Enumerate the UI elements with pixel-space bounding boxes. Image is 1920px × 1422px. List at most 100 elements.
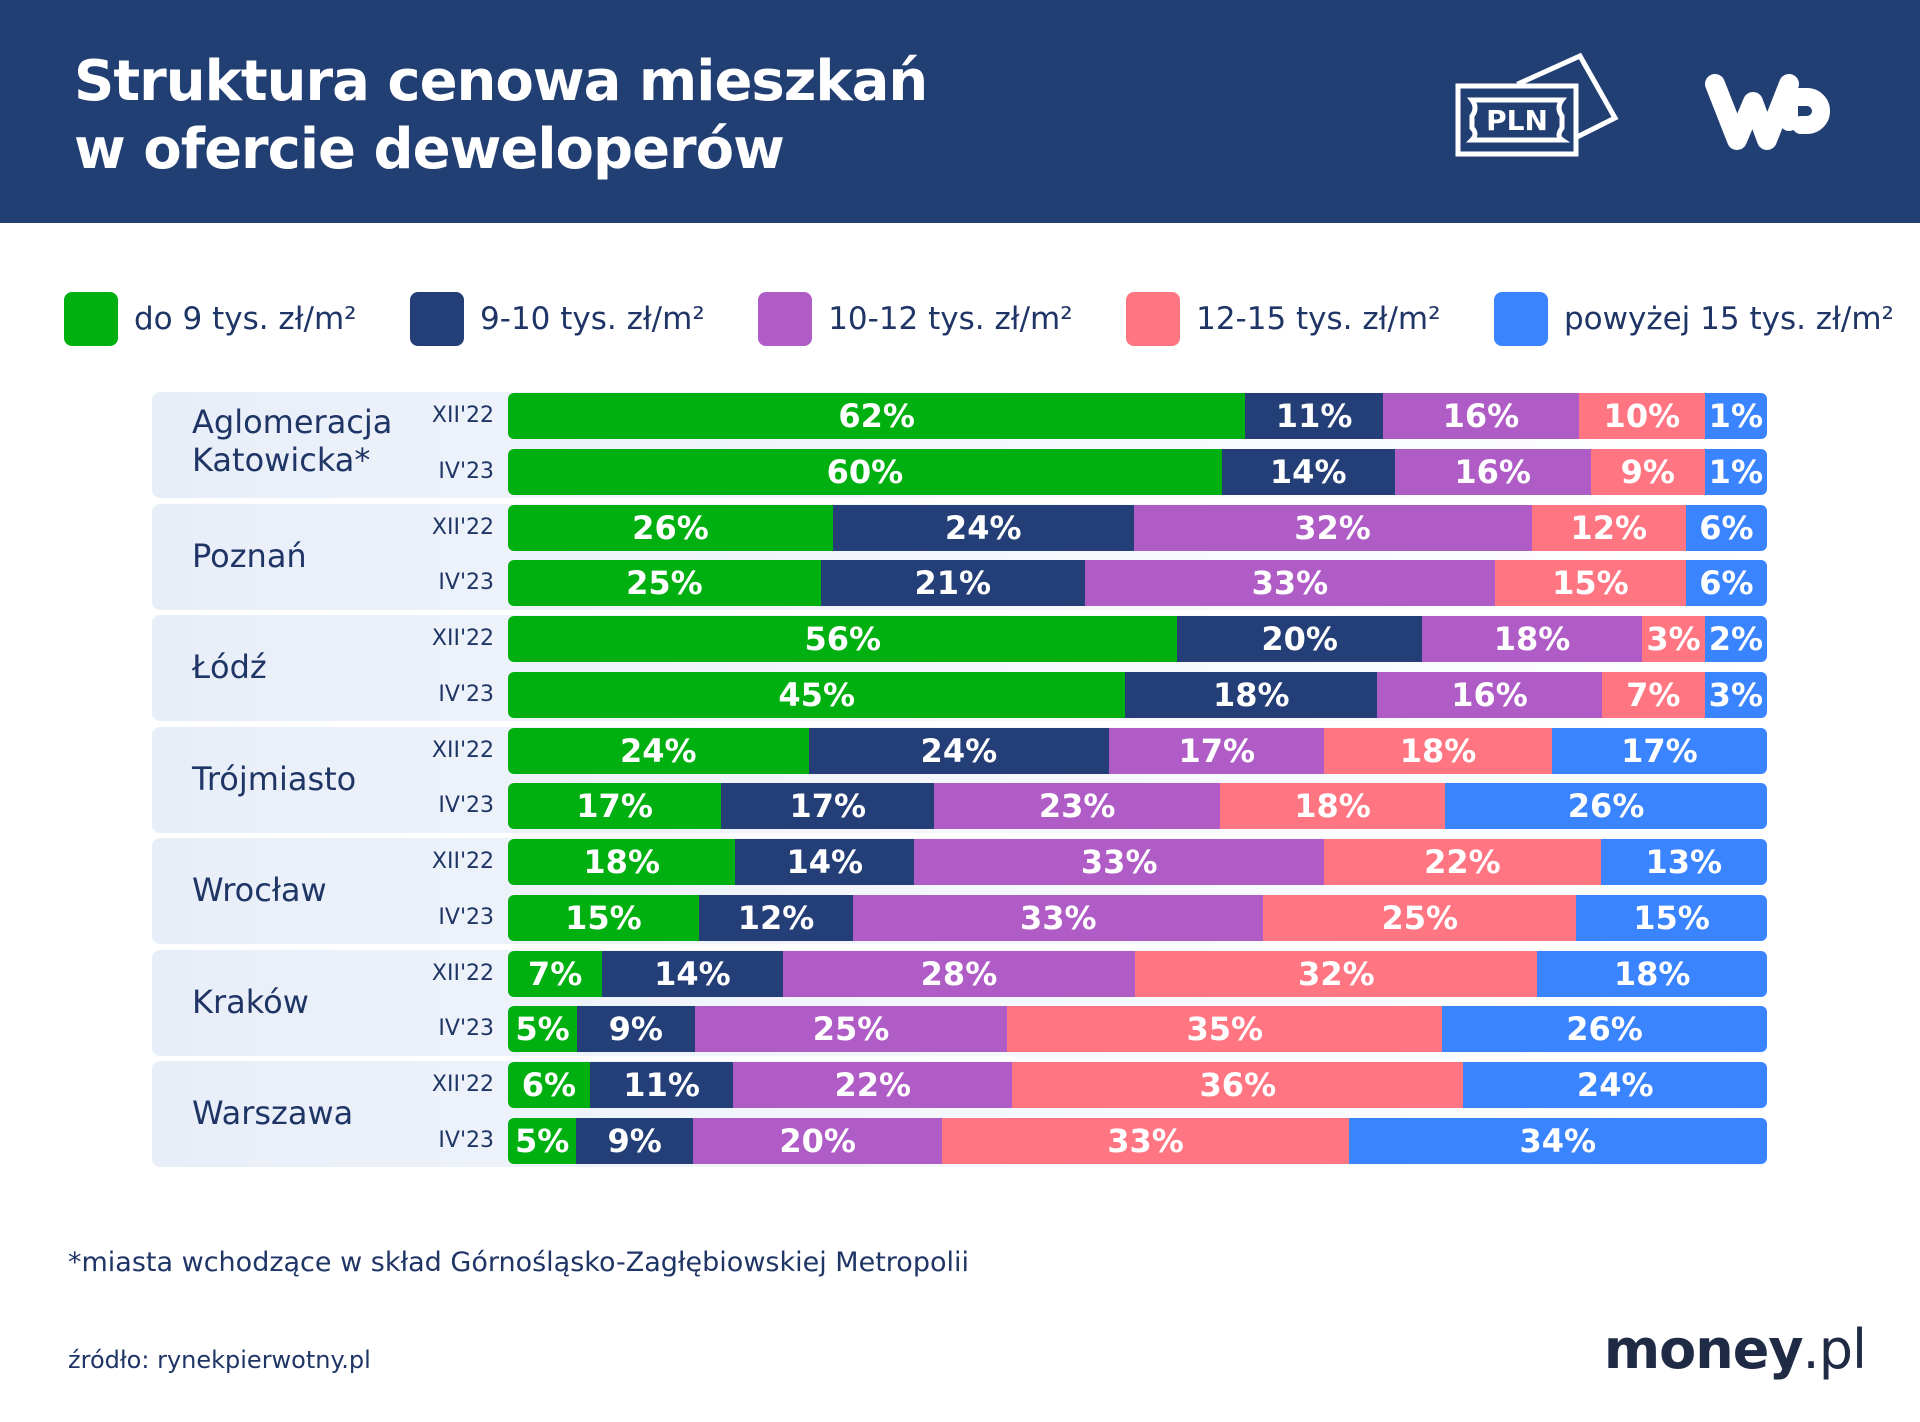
bar-segment-4: 7% (1601, 671, 1705, 718)
period-label: IV'23 (438, 570, 494, 596)
stacked-bar: 24% 24% 17% 18% 17% (508, 727, 1767, 774)
stacked-bar: 15% 12% 33% 25% 15% (508, 894, 1767, 941)
stacked-bar: 25% 21% 33% 15% 6% (508, 560, 1767, 607)
bar-segment-5: 17% (1551, 727, 1767, 774)
bar-segment-3: 18% (1421, 616, 1643, 662)
bar-segment-1: 17% (508, 783, 722, 830)
legend-swatch (758, 292, 813, 346)
money-pl-logo: money.pl (1603, 1318, 1867, 1381)
bar-segment-5: 6% (1685, 560, 1767, 607)
bar-segment-3: 20% (692, 1117, 943, 1164)
bar-segment-4: 18% (1219, 783, 1446, 830)
bar-segment-1: 25% (508, 560, 821, 607)
bar-segment-2: 20% (1177, 616, 1422, 662)
bar-segment-2: 24% (808, 727, 1110, 774)
banknote-icon: PLN (1455, 52, 1619, 157)
bar-segment-5: 26% (1445, 783, 1767, 830)
source-label: źródło: rynekpierwotny.pl (68, 1346, 371, 1374)
city-label: Kraków (192, 982, 309, 1021)
legend-item: powyżej 15 tys. zł/m² (1493, 292, 1894, 346)
page-title: Struktura cenowa mieszkań w ofercie dewe… (74, 48, 928, 184)
bar-segment-5: 1% (1704, 448, 1767, 495)
bar-segment-4: 36% (1012, 1062, 1464, 1108)
bar-segment-2: 11% (1245, 393, 1383, 439)
wp-logo (1705, 74, 1830, 150)
title-line-2: w ofercie deweloperów (74, 117, 785, 182)
bar-segment-4: 12% (1531, 504, 1686, 551)
stacked-bar: 18% 14% 33% 22% 13% (508, 839, 1767, 885)
bar-segment-4: 9% (1590, 448, 1705, 495)
bar-segment-3: 32% (1133, 504, 1532, 551)
bar-segment-3: 28% (782, 950, 1136, 997)
legend-item: 9-10 tys. zł/m² (410, 292, 705, 346)
bar-segment-5: 15% (1576, 894, 1767, 941)
bar-segment-3: 23% (934, 783, 1220, 830)
header: Struktura cenowa mieszkań w ofercie dewe… (0, 0, 1920, 223)
period-label: XII'22 (431, 626, 494, 651)
bar-segment-2: 9% (576, 1117, 693, 1164)
period-label: IV'23 (438, 793, 494, 819)
bar-segment-5: 26% (1442, 1006, 1767, 1053)
period-label: XII'22 (431, 1072, 494, 1097)
bar-segment-1: 45% (508, 671, 1126, 718)
stacked-bar: 5% 9% 25% 35% 26% (508, 1006, 1767, 1053)
legend-item: 12-15 tys. zł/m² (1126, 292, 1441, 346)
period-label: XII'22 (431, 403, 494, 428)
bar-segment-2: 21% (820, 560, 1085, 607)
bar-segment-3: 33% (914, 839, 1325, 885)
legend-label: powyżej 15 tys. zł/m² (1563, 301, 1894, 337)
legend-swatch (1126, 292, 1181, 346)
title-line-1: Struktura cenowa mieszkań (74, 49, 928, 114)
legend-label: 9-10 tys. zł/m² (480, 301, 705, 337)
brand-name: money (1603, 1318, 1804, 1381)
period-label: XII'22 (431, 849, 494, 874)
bar-segment-5: 13% (1600, 839, 1767, 885)
bar-segment-4: 32% (1135, 950, 1538, 997)
bar-segment-1: 7% (508, 950, 603, 997)
bar-segment-3: 22% (733, 1062, 1013, 1108)
bar-segment-1: 5% (508, 1006, 577, 1053)
city-label: Łódź (192, 648, 267, 686)
bar-segment-1: 5% (508, 1117, 577, 1164)
legend: do 9 tys. zł/m² 9-10 tys. zł/m² 10-12 tys.… (64, 292, 1894, 346)
legend-swatch (410, 292, 465, 346)
bar-segment-3: 33% (853, 894, 1264, 941)
bar-segment-1: 60% (508, 448, 1222, 495)
legend-label: do 9 tys. zł/m² (134, 301, 357, 337)
bar-segment-5: 3% (1704, 671, 1767, 718)
period-label: XII'22 (431, 514, 494, 540)
bar-segment-2: 9% (576, 1006, 695, 1053)
city-label: Warszawa (192, 1094, 354, 1132)
bar-segment-2: 11% (589, 1062, 734, 1108)
bar-segment-2: 14% (602, 950, 783, 997)
bar-segment-4: 18% (1324, 727, 1552, 774)
legend-swatch (64, 292, 118, 346)
bar-segment-1: 15% (508, 894, 699, 941)
city-label: Aglomeracja Katowicka* (192, 403, 393, 479)
period-label: IV'23 (438, 681, 494, 707)
period-label: IV'23 (438, 904, 494, 930)
period-label: XII'22 (431, 960, 494, 986)
bar-segment-2: 14% (1221, 448, 1395, 495)
bar-segment-3: 16% (1377, 671, 1602, 718)
bar-segment-4: 3% (1642, 616, 1705, 662)
bar-segment-2: 24% (832, 504, 1134, 551)
stacked-bar: 62% 11% 16% 10% 1% (508, 393, 1767, 439)
stacked-bar: 7% 14% 28% 32% 18% (508, 950, 1767, 997)
bar-segment-3: 25% (694, 1006, 1008, 1053)
bar-segment-5: 18% (1537, 950, 1767, 997)
bar-segment-4: 10% (1579, 393, 1705, 439)
bar-segment-4: 33% (942, 1117, 1349, 1164)
city-label: Trójmiasto (192, 759, 357, 798)
bar-segment-4: 15% (1495, 560, 1686, 607)
stacked-bar: 60% 14% 16% 9% 1% (508, 448, 1767, 495)
bar-segment-5: 1% (1704, 393, 1767, 439)
period-label: IV'23 (438, 1016, 494, 1042)
bar-segment-5: 24% (1463, 1062, 1767, 1108)
bar-segment-3: 16% (1394, 448, 1591, 495)
currency-label: PLN (1486, 104, 1548, 137)
stacked-bar: 17% 17% 23% 18% 26% (508, 783, 1767, 830)
bar-segment-4: 35% (1007, 1006, 1443, 1053)
stacked-bar: 5% 9% 20% 33% 34% (508, 1117, 1767, 1164)
stacked-bar: 45% 18% 16% 7% 3% (508, 671, 1767, 718)
